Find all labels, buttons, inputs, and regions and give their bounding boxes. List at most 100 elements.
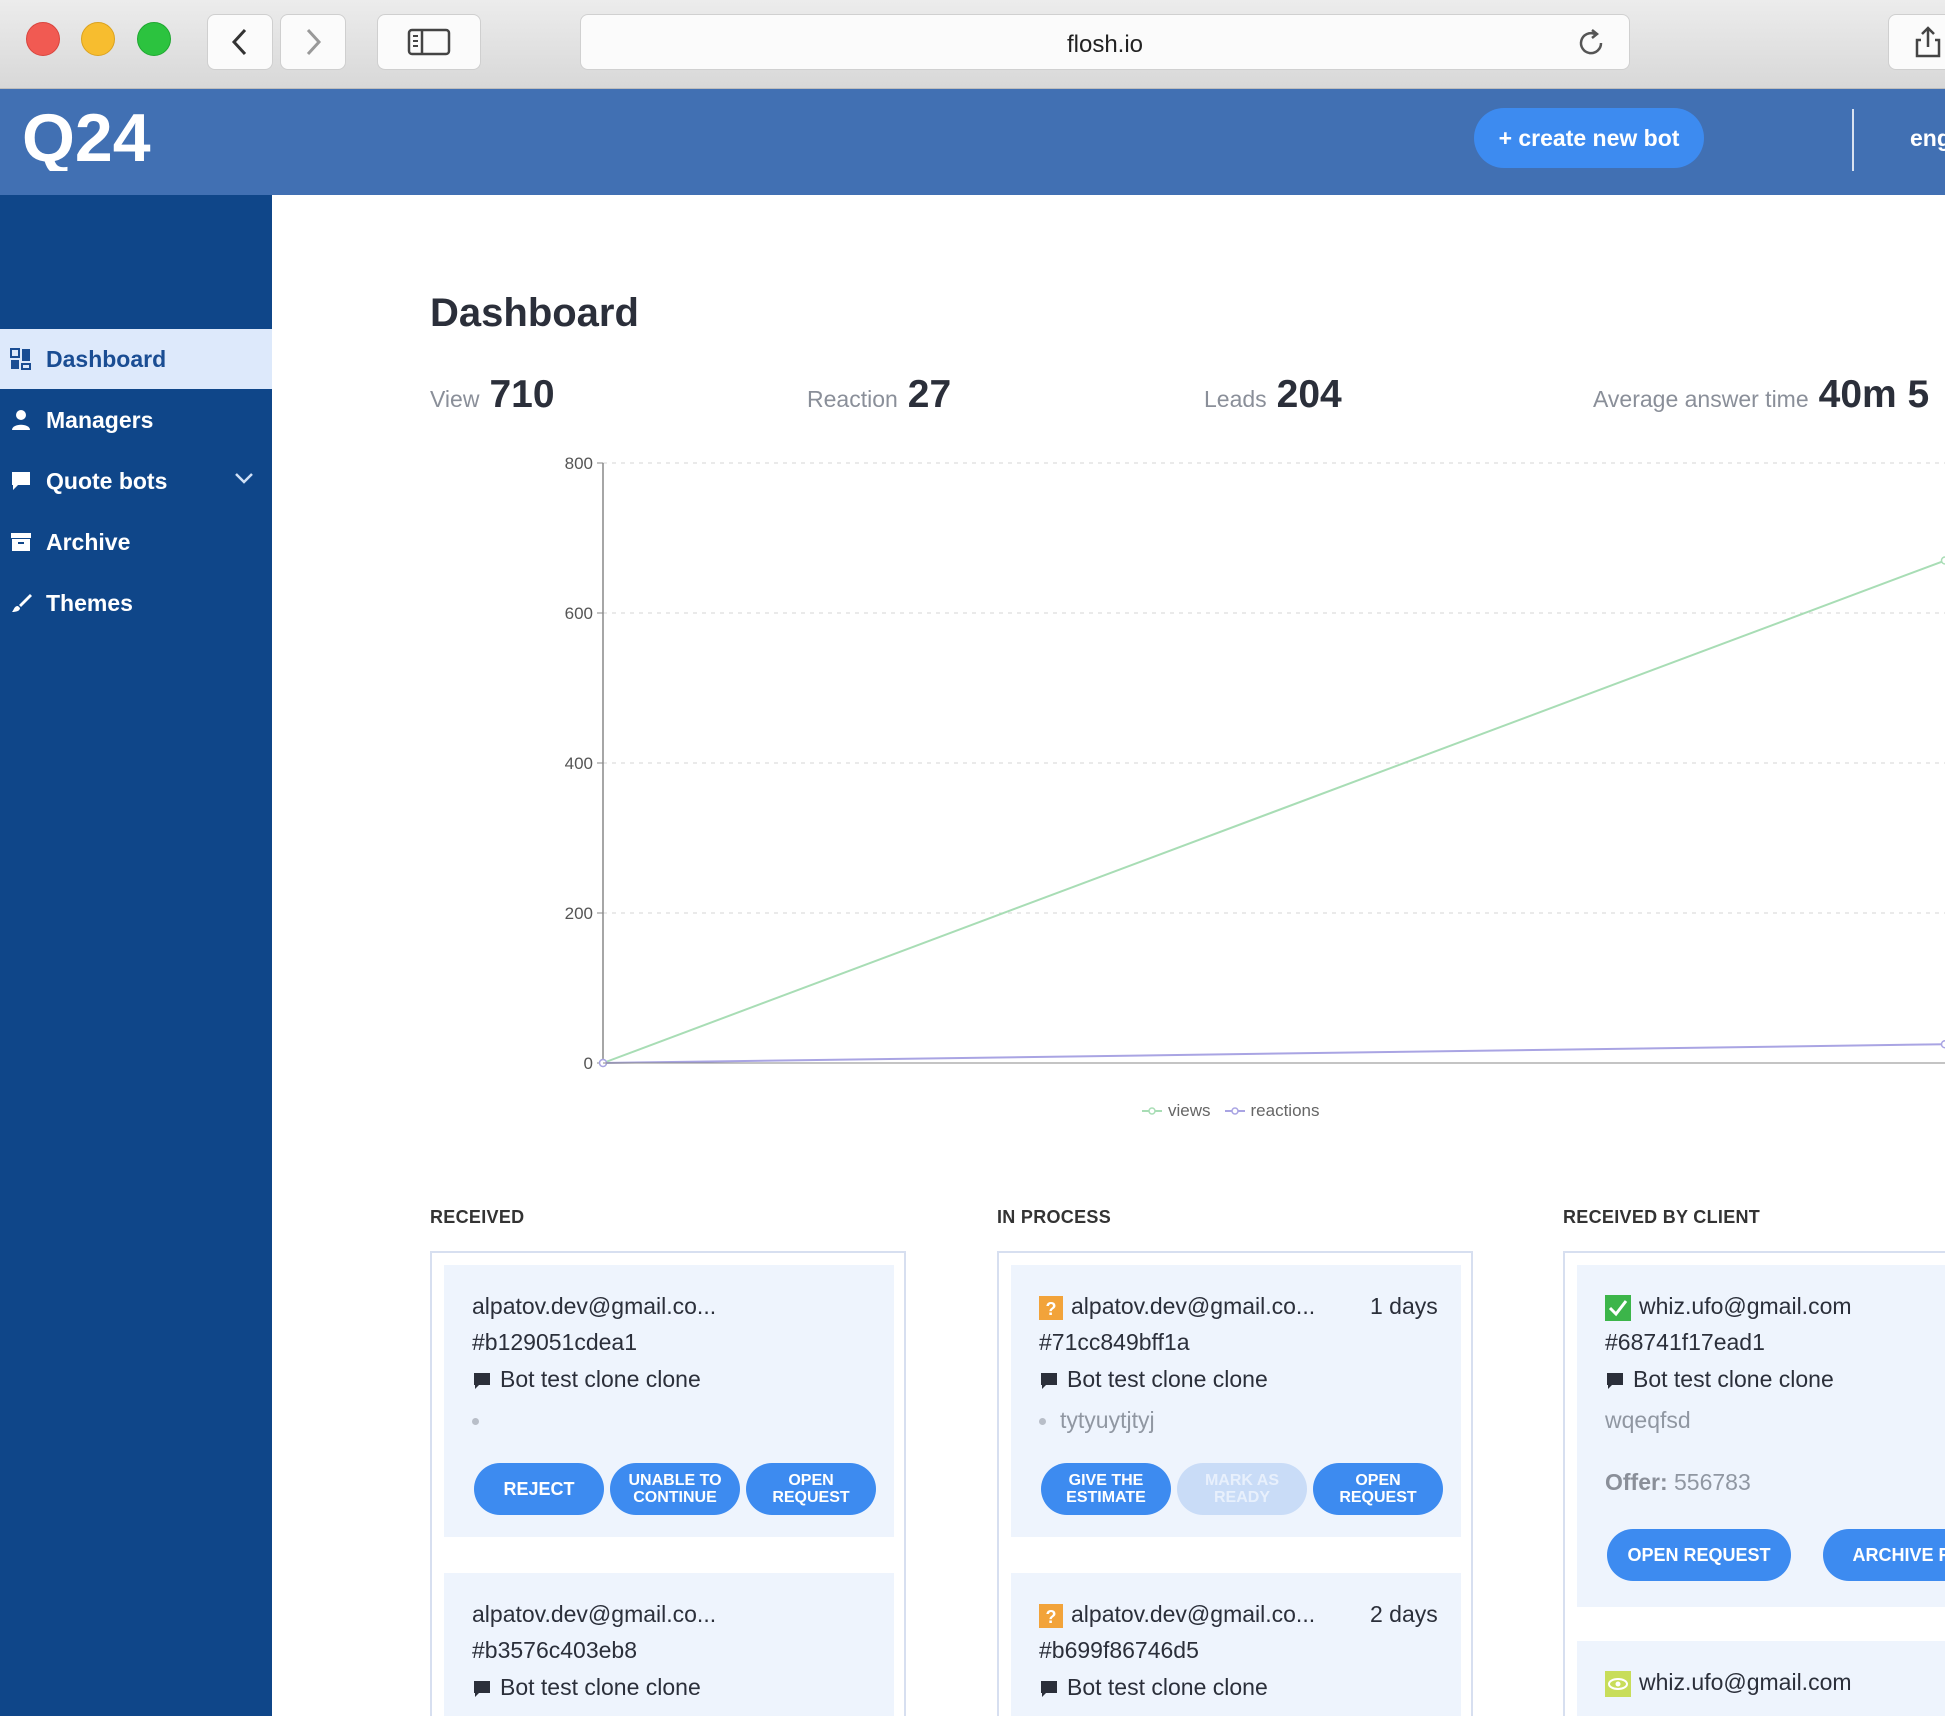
sidebar-item-label: Archive bbox=[46, 528, 131, 555]
sidebar-item-quote-bots[interactable]: Quote bots bbox=[0, 451, 272, 511]
open-request-button[interactable]: OPEN REQUEST bbox=[1607, 1529, 1791, 1581]
give-the-estimate-button[interactable]: GIVE THE ESTIMATE bbox=[1041, 1463, 1171, 1515]
card-email-row: ? alpatov.dev@gmail.co... 1 days bbox=[1039, 1293, 1439, 1320]
card-email-row: whiz.ufo@gmail.com 9 bbox=[1605, 1293, 1945, 1321]
stat-view: View 710 bbox=[430, 373, 555, 417]
stat-label: Leads bbox=[1204, 386, 1267, 412]
share-button[interactable] bbox=[1888, 14, 1945, 70]
request-card[interactable]: whiz.ufo@gmail.com 9 bbox=[1577, 1641, 1945, 1716]
sidebar-item-label: Managers bbox=[46, 406, 154, 433]
url-text: flosh.io bbox=[1066, 31, 1144, 58]
reactions-data-point[interactable] bbox=[1940, 1040, 1945, 1049]
bullet-icon bbox=[472, 1418, 479, 1426]
card-email: whiz.ufo@gmail.com bbox=[1639, 1669, 1852, 1695]
question-icon: ? bbox=[1039, 1295, 1063, 1320]
request-card[interactable]: whiz.ufo@gmail.com 9 #68741f17ead1 Bot t… bbox=[1577, 1265, 1945, 1607]
card-request-id: #b3576c403eb8 bbox=[472, 1637, 637, 1663]
card-email: alpatov.dev@gmail.co... bbox=[1071, 1601, 1316, 1627]
card-request-id: #71cc849bff1a bbox=[1039, 1329, 1190, 1355]
y-tick-label: 400 bbox=[565, 754, 593, 773]
card-request-id: #b129051cdea1 bbox=[472, 1329, 637, 1355]
maximize-window-button[interactable] bbox=[137, 22, 171, 56]
open-request-button[interactable]: OPEN REQUEST bbox=[1313, 1463, 1443, 1515]
card-bot-name: Bot test clone clone bbox=[1067, 1366, 1268, 1392]
card-bot: Bot test clone clone bbox=[1605, 1366, 1834, 1393]
stat-label: Reaction bbox=[807, 386, 898, 412]
back-button[interactable] bbox=[207, 14, 273, 70]
request-card[interactable]: alpatov.dev@gmail.co... #b129051cdea1 Bo… bbox=[444, 1265, 894, 1537]
chat-icon bbox=[474, 1372, 490, 1389]
stat-value: 40m 5 bbox=[1818, 373, 1930, 416]
open-request-button[interactable]: OPEN REQUEST bbox=[746, 1463, 876, 1515]
sidebar-item-archive[interactable]: Archive bbox=[0, 512, 272, 572]
card-email: alpatov.dev@gmail.co... bbox=[1071, 1293, 1316, 1319]
mark-as-ready-button[interactable]: MARK AS READY bbox=[1177, 1463, 1307, 1515]
card-bot: Bot test clone clone bbox=[472, 1674, 701, 1701]
chevron-down-icon[interactable] bbox=[234, 471, 254, 485]
header-divider bbox=[1852, 109, 1854, 171]
chat-icon bbox=[10, 470, 32, 492]
views-data-point[interactable] bbox=[1940, 556, 1945, 565]
chat-icon bbox=[1607, 1372, 1623, 1389]
main-content: Dashboard View 710 Reaction 27 Leads 204 Av… bbox=[272, 195, 1945, 1716]
stat-average-answer-time: Average answer time 40m 5 bbox=[1593, 373, 1929, 417]
user-icon bbox=[10, 409, 32, 431]
address-bar[interactable]: flosh.io bbox=[580, 14, 1630, 70]
chart-legend: views reactions bbox=[1142, 1101, 1320, 1121]
sidebar-item-managers[interactable]: Managers bbox=[0, 390, 272, 450]
card-note-text: tytyuytjtyj bbox=[1060, 1407, 1155, 1433]
close-window-button[interactable] bbox=[26, 22, 60, 56]
received-by-client-column: whiz.ufo@gmail.com 9 #68741f17ead1 Bot t… bbox=[1563, 1251, 1945, 1716]
card-bot: Bot test clone clone bbox=[472, 1366, 701, 1393]
chat-icon bbox=[1041, 1680, 1057, 1697]
y-tick-label: 200 bbox=[565, 904, 593, 923]
card-bot-name: Bot test clone clone bbox=[1633, 1366, 1834, 1392]
sidebar-item-label: Themes bbox=[46, 589, 133, 616]
unable-to-continue-button[interactable]: UNABLE TO CONTINUE bbox=[610, 1463, 740, 1515]
q24-logo[interactable]: Q24 bbox=[22, 105, 162, 171]
stat-value: 27 bbox=[907, 373, 952, 416]
y-tick-label: 800 bbox=[565, 454, 593, 473]
card-days: 2 days bbox=[1370, 1601, 1438, 1627]
checkmark-icon bbox=[1605, 1294, 1631, 1321]
chevron-right-icon bbox=[306, 28, 322, 56]
create-new-bot-button[interactable]: + create new bot bbox=[1474, 108, 1704, 168]
card-note bbox=[472, 1407, 493, 1434]
legend-views-label: views bbox=[1168, 1101, 1211, 1120]
chat-icon bbox=[474, 1680, 490, 1697]
minimize-window-button[interactable] bbox=[81, 22, 115, 56]
card-offer: Offer: 556783 bbox=[1605, 1469, 1751, 1496]
reactions-legend-marker bbox=[1224, 1107, 1245, 1115]
sidebar-item-dashboard[interactable]: Dashboard bbox=[0, 329, 272, 389]
svg-text:?: ? bbox=[1046, 1299, 1057, 1319]
browser-toolbar: flosh.io bbox=[0, 0, 1945, 89]
reactions-series-line bbox=[602, 1043, 1945, 1064]
received-column-title: RECEIVED bbox=[430, 1207, 525, 1227]
offer-label: Offer: bbox=[1605, 1469, 1668, 1495]
stat-label: View bbox=[430, 386, 480, 412]
request-card[interactable]: ? alpatov.dev@gmail.co... 2 days #b699f86… bbox=[1011, 1573, 1461, 1716]
reject-button[interactable]: REJECT bbox=[474, 1463, 604, 1515]
forward-button[interactable] bbox=[280, 14, 346, 70]
views-series-line bbox=[602, 559, 1945, 1064]
card-bot: Bot test clone clone bbox=[1039, 1366, 1268, 1393]
reload-icon[interactable] bbox=[1575, 27, 1607, 59]
share-icon bbox=[1915, 26, 1941, 58]
card-bot: Bot test clone clone bbox=[1039, 1674, 1268, 1701]
sidebar-item-label: Dashboard bbox=[46, 345, 167, 372]
archive-icon bbox=[10, 531, 32, 553]
archive-request-button[interactable]: ARCHIVE REQ bbox=[1823, 1529, 1945, 1581]
sidebar-toggle-button[interactable] bbox=[377, 14, 481, 70]
request-card[interactable]: ? alpatov.dev@gmail.co... 1 days #71cc849… bbox=[1011, 1265, 1461, 1537]
request-card[interactable]: alpatov.dev@gmail.co... #b3576c403eb8 Bo… bbox=[444, 1573, 894, 1716]
app-header: Q24 + create new bot eng bbox=[0, 89, 1945, 195]
stat-label: Average answer time bbox=[1593, 386, 1809, 412]
sidebar-item-themes[interactable]: Themes bbox=[0, 573, 272, 633]
received-by-client-column-title: RECEIVED BY CLIENT bbox=[1563, 1207, 1761, 1227]
question-icon: ? bbox=[1039, 1603, 1063, 1628]
card-days: 1 days bbox=[1370, 1293, 1438, 1319]
in-process-column-title: IN PROCESS bbox=[997, 1207, 1112, 1227]
language-selector[interactable]: eng bbox=[1910, 125, 1945, 151]
card-email-row: whiz.ufo@gmail.com 9 bbox=[1605, 1669, 1945, 1697]
chat-icon bbox=[1041, 1372, 1057, 1389]
